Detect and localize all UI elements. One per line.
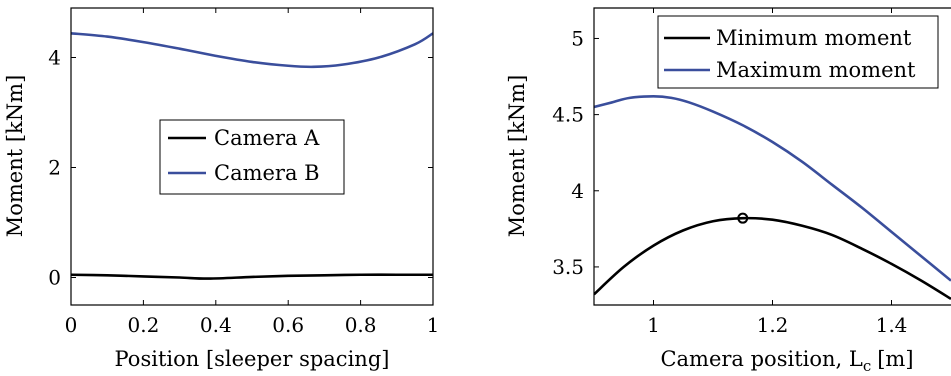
left-x-tick-label-0: 0 [65, 313, 78, 337]
right-y-tick-label-0: 3.5 [552, 255, 584, 279]
left-legend-box [159, 119, 345, 195]
right-series-line-0 [594, 216, 951, 301]
left-legend: Camera A Camera B [159, 119, 345, 195]
left-plot-area [70, 32, 434, 280]
left-series-line-0 [70, 273, 433, 280]
right-x-tick-label-1: 1.2 [757, 313, 789, 337]
left-y-tick-label-1: 2 [48, 156, 61, 180]
right-y-tick-label-2: 4.5 [552, 103, 584, 127]
right-legend-label-minimum: Minimum moment [716, 26, 912, 50]
left-x-tick-label-3: 0.6 [272, 313, 304, 337]
left-series-line-1 [70, 32, 434, 69]
left-legend-label-camera-a: Camera A [214, 126, 320, 150]
right-ticks: 1 1.2 1.4 3.5 4 4.5 5 [552, 8, 907, 337]
right-legend-label-maximum: Maximum moment [716, 58, 916, 82]
right-legend: Minimum moment Maximum moment [657, 15, 939, 89]
right-series-line-1 [594, 95, 951, 282]
left-x-tick-label-5: 1 [427, 313, 440, 337]
left-x-tick-label-1: 0.2 [127, 313, 159, 337]
right-x-axis-label-main: Camera position, L [660, 347, 862, 371]
right-x-axis-label-unit: [m] [877, 347, 913, 371]
right-marker-0 [737, 212, 749, 224]
right-x-axis-label-sub: c [863, 357, 871, 375]
right-plot-area [594, 95, 951, 301]
left-ticks: 0 0.2 0.4 0.6 0.8 1 0 2 4 [48, 8, 439, 337]
chart-left: 0 0.2 0.4 0.6 0.8 1 0 2 4 Position [sleeper spac… [3, 7, 439, 371]
right-y-axis-label: Moment [kNm] [505, 75, 529, 238]
left-y-tick-label-2: 4 [48, 46, 61, 70]
right-x-tick-label-0: 1 [647, 313, 660, 337]
chart-right: 1 1.2 1.4 3.5 4 4.5 5 Camera position, Lc [m] M… [505, 7, 951, 375]
right-legend-box [657, 15, 939, 89]
left-x-tick-label-4: 0.8 [345, 313, 377, 337]
left-y-tick-label-0: 0 [48, 266, 61, 290]
left-x-tick-label-2: 0.4 [200, 313, 232, 337]
right-y-tick-label-3: 5 [571, 26, 584, 50]
right-x-axis-label: Camera position, Lc [m] [660, 347, 913, 375]
left-plot-frame [70, 7, 434, 306]
right-y-tick-label-1: 4 [571, 179, 584, 203]
left-x-axis-label: Position [sleeper spacing] [115, 347, 390, 371]
right-x-tick-label-2: 1.4 [876, 313, 908, 337]
left-legend-label-camera-b: Camera B [214, 161, 320, 185]
left-y-axis-label: Moment [kNm] [3, 75, 27, 238]
